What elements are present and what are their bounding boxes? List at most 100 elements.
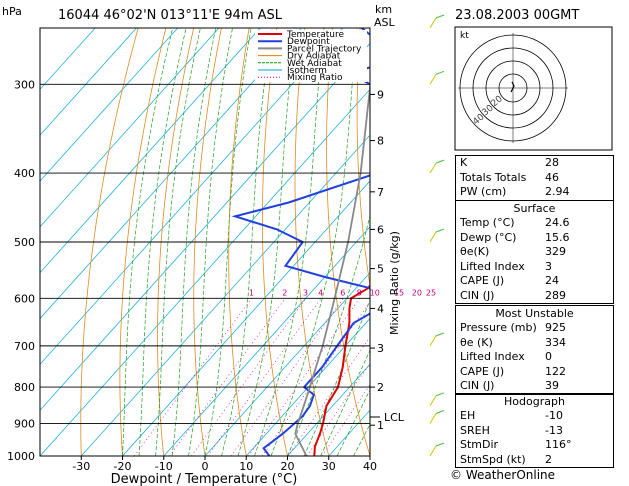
height-tick-label: 1	[377, 419, 384, 432]
index-row: K 28	[456, 156, 613, 171]
mixing-ratio-value: 3	[303, 288, 308, 297]
height-tick-label: 3	[377, 342, 384, 355]
dry-adiabat-line	[228, 28, 250, 456]
pressure-tick-label: 1000	[7, 450, 35, 463]
index-value: 334	[545, 335, 566, 349]
index-label: EH	[460, 409, 476, 422]
lcl-label: LCL	[384, 411, 405, 424]
datetime: 23.08.2003 00GMT	[455, 8, 579, 23]
height-tick-label: 7	[377, 186, 384, 199]
mixing-ratio-line	[230, 298, 344, 456]
index-label: Temp (°C)	[460, 216, 515, 229]
x-tick-label: 40	[363, 460, 377, 473]
legend-label: Isotherm	[287, 66, 327, 76]
x-tick-label: -10	[155, 460, 173, 473]
x-tick-label: -20	[114, 460, 132, 473]
wind-barbs	[429, 14, 445, 457]
index-row: CAPE (J) 24	[456, 274, 613, 289]
pressure-tick-label: 900	[14, 417, 35, 430]
index-value: 2.94	[545, 185, 570, 198]
wet-adiabat-line	[138, 28, 187, 456]
wind-barb-flag	[435, 159, 445, 164]
mixing-ratio-value: 15	[394, 288, 404, 297]
mixing-ratio-value: 20	[412, 288, 422, 297]
index-row: StmSpd (kt) 2	[456, 453, 613, 468]
x-tick-label: 0	[202, 460, 209, 473]
index-value: 925	[545, 321, 566, 334]
station-title: 16044 46°02'N 013°11'E 94m ASL	[58, 8, 283, 23]
index-value: 28	[545, 156, 559, 169]
wind-barb	[429, 162, 437, 174]
height-tick-label: 8	[377, 135, 384, 148]
legend-label: Mixing Ratio	[287, 73, 343, 83]
index-label: SREH	[460, 423, 490, 437]
asl-unit: ASL	[374, 16, 396, 29]
index-row: EH -10	[456, 409, 613, 424]
index-label: CIN (J)	[460, 288, 495, 302]
wet-adiabat-line	[188, 28, 233, 456]
x-tick-label: 30	[322, 460, 336, 473]
surface-box: Surface Temp (°C) 24.6 Dewp (°C) 15.6 θe(K) 3…	[455, 200, 614, 304]
index-label: Lifted Index	[460, 350, 525, 363]
wind-barb-flag	[435, 70, 445, 75]
mixing-ratio-line	[287, 336, 370, 456]
x-axis-label: Dewpoint / Temperature (°C)	[111, 472, 298, 486]
mixing-ratio-value: 8	[357, 288, 362, 297]
most-unstable-title: Most Unstable	[495, 307, 574, 320]
mixing-ratio-axis-label: Mixing Ratio (g/kg)	[388, 231, 401, 335]
x-tick-label: 10	[239, 460, 253, 473]
index-row: PW (cm) 2.94	[456, 185, 613, 200]
index-row: Dewp (°C) 15.6	[456, 231, 613, 246]
index-label: CAPE (J)	[460, 364, 505, 378]
x-tick-label: 20	[281, 460, 295, 473]
legend-label: Wet Adiabat	[287, 59, 342, 69]
index-row: Lifted Index 0	[456, 350, 613, 365]
index-label: CIN (J)	[460, 379, 495, 392]
legend-label: Temperature	[286, 30, 344, 40]
index-row: Totals Totals 46	[456, 171, 613, 186]
dry-adiabat-line	[326, 28, 370, 456]
hpa-unit: hPa	[2, 5, 22, 18]
copyright: © WeatherOnline	[450, 468, 556, 482]
mixing-ratio-value: 6	[340, 288, 345, 297]
mixing-ratio-line	[191, 298, 307, 456]
height-tick-label: 9	[377, 88, 384, 101]
index-row: Temp (°C) 24.6	[456, 216, 613, 231]
index-value: -10	[545, 409, 563, 422]
mixing-ratio-value: 25	[426, 288, 436, 297]
index-label: CAPE (J)	[460, 274, 505, 287]
wind-barb	[429, 74, 437, 85]
dry-adiabat-line	[294, 28, 330, 456]
index-value: 15.6	[545, 230, 570, 244]
mixing-ratio-value: 1	[249, 288, 254, 297]
pressure-tick-label: 300	[14, 78, 35, 91]
legend-label: Dewpoint	[287, 37, 330, 47]
wind-barb	[429, 231, 437, 243]
x-tick-label: -30	[72, 460, 90, 473]
index-row: SREH -13	[456, 424, 613, 439]
index-label: Dewp (°C)	[460, 230, 517, 244]
pressure-tick-label: 400	[14, 167, 35, 180]
wind-barb	[429, 413, 437, 424]
pressure-tick-label: 800	[14, 381, 35, 394]
height-tick-label: 4	[377, 302, 384, 315]
index-value: 289	[545, 288, 566, 302]
index-label: Totals Totals	[460, 170, 527, 184]
index-value: 3	[545, 259, 552, 273]
pressure-tick-label: 700	[14, 340, 35, 353]
wind-barb-flag	[435, 14, 445, 19]
index-value: -13	[545, 423, 563, 437]
index-row: θe(K) 329	[456, 245, 613, 260]
wet-adiabat-line	[221, 28, 273, 456]
wet-adiabat-line	[320, 349, 370, 456]
isotherm-line	[40, 28, 178, 182]
index-row: CAPE (J) 122	[456, 365, 613, 380]
index-value: 46	[545, 170, 559, 184]
index-label: PW (cm)	[460, 185, 507, 198]
dry-adiabat-line	[193, 28, 222, 456]
wind-barb-flag	[435, 228, 445, 233]
index-row: Lifted Index 3	[456, 260, 613, 275]
hodograph-kt-label: kt	[460, 31, 469, 41]
